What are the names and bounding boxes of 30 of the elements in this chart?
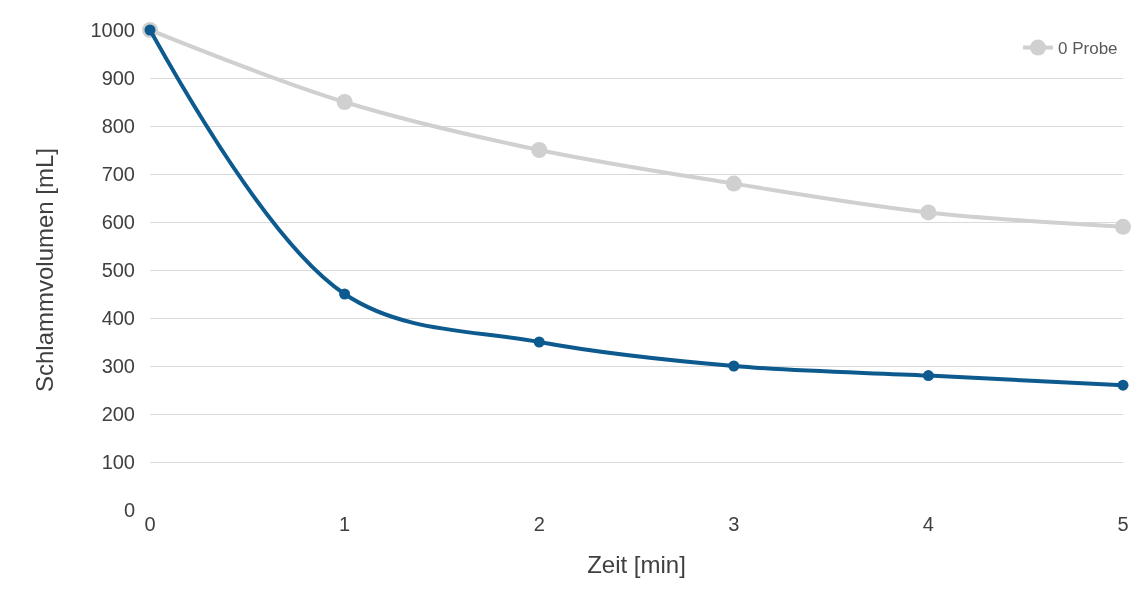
y-tick-label: 100	[101, 451, 135, 473]
x-tick-label: 4	[922, 513, 934, 535]
y-tick-label: 400	[101, 307, 135, 329]
point	[339, 288, 351, 300]
x-tick-label: 1	[339, 513, 351, 535]
y-axis-title: Schlammvolumen [mL]	[30, 147, 58, 393]
point	[336, 94, 353, 110]
point	[922, 370, 934, 382]
point	[728, 360, 740, 372]
y-tick-label: 200	[101, 403, 135, 425]
x-axis-title: Zeit [min]	[587, 551, 686, 579]
y-tick-label: 800	[101, 115, 135, 137]
point	[920, 204, 937, 221]
y-tick-label: 700	[101, 163, 135, 185]
y-tick-label: 500	[101, 259, 135, 281]
x-tick-label: 3	[728, 513, 740, 535]
y-tick-label: 900	[101, 67, 135, 89]
point	[725, 175, 742, 192]
x-tick-label: 2	[533, 513, 545, 535]
y-tick-label: 1000	[90, 19, 135, 41]
point	[1117, 379, 1129, 391]
y-tick-label: 300	[101, 355, 135, 377]
x-tick-label: 5	[1117, 513, 1129, 535]
point	[531, 142, 548, 158]
x-tick-label: 0	[144, 513, 156, 535]
y-tick-label: 600	[101, 211, 135, 233]
y-tick-label: 0	[123, 499, 135, 521]
legend-label: 0 Probe	[1058, 39, 1118, 59]
point	[533, 336, 545, 348]
point	[1115, 218, 1131, 235]
